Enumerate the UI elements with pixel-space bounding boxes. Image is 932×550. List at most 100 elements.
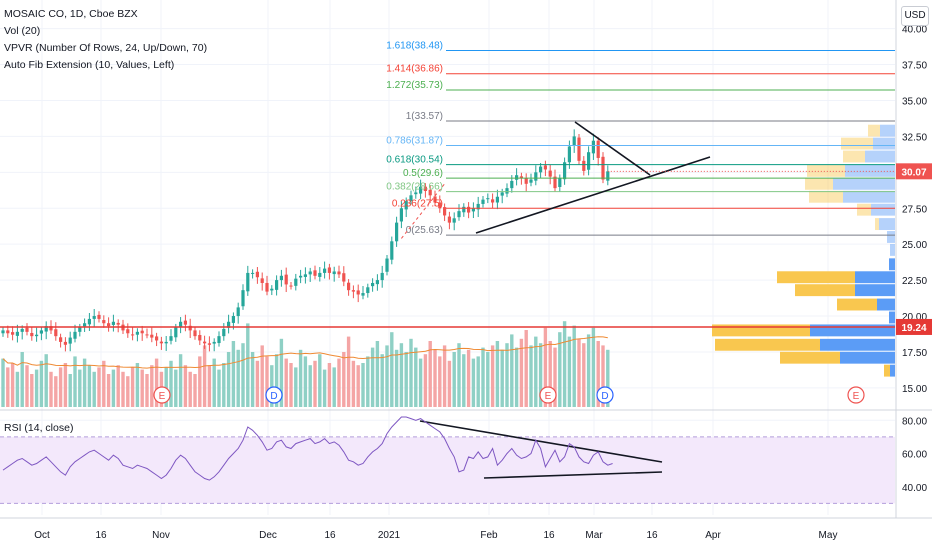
candle (505, 183, 508, 197)
volume-bar (573, 326, 576, 407)
volume-bar (1, 359, 4, 407)
candle (376, 274, 379, 291)
candle-body (237, 307, 240, 316)
volume-bar (69, 374, 72, 407)
volume-bar (366, 356, 369, 407)
candle (520, 173, 523, 185)
volume-bar (59, 367, 62, 407)
candle (184, 315, 187, 332)
volume-bar (198, 356, 201, 407)
volume-bar (97, 367, 100, 407)
vp-down-bar (868, 125, 880, 137)
candle-body (217, 336, 220, 343)
vp-down-bar (780, 352, 840, 364)
candle-body (64, 342, 67, 345)
candle (553, 170, 556, 192)
volume-bar (30, 374, 33, 407)
volume-bar (131, 367, 134, 407)
candle-body (1, 330, 4, 333)
volume-bar (184, 365, 187, 407)
candle (381, 266, 384, 288)
candle (270, 285, 273, 295)
volume-bar (189, 372, 192, 407)
vp-down-bar (841, 138, 873, 150)
candle (30, 327, 33, 341)
volume-bar (582, 343, 585, 407)
candle-body (443, 207, 446, 215)
vpvr-legend[interactable]: VPVR (Number Of Rows, 24, Up/Down, 70) (4, 42, 207, 54)
fib-level-label: 1(33.57) (406, 111, 443, 122)
dividend-marker: D (597, 387, 613, 403)
rsi-legend[interactable]: RSI (14, close) (4, 422, 73, 434)
candle-body (371, 283, 374, 286)
price-tag: 19.24 (896, 319, 932, 335)
symbol-legend[interactable]: MOSAIC CO, 1D, Cboe BZX (4, 8, 138, 20)
candle-body (505, 188, 508, 193)
candle (25, 323, 28, 335)
volume-bar (333, 367, 336, 407)
candle-body (241, 290, 244, 306)
candle-body (577, 138, 580, 161)
event-label: E (853, 391, 860, 402)
candle (323, 262, 326, 279)
event-label: E (159, 391, 166, 402)
price-tag-label: 30.07 (901, 167, 926, 178)
candle (102, 315, 105, 328)
vp-down-bar (715, 339, 820, 351)
fib-level-label: 0.5(29.6) (403, 168, 443, 179)
candle (97, 311, 100, 322)
candle (558, 174, 561, 191)
candle (227, 315, 230, 334)
vp-up-bar (873, 138, 895, 150)
candle (592, 134, 595, 160)
candle-body (529, 180, 532, 183)
volume-bar (136, 363, 139, 407)
volume-bar (462, 354, 465, 407)
rsi-axis-tick: 80.00 (902, 416, 927, 427)
candle (539, 163, 542, 178)
volume-bar (232, 341, 235, 407)
currency-button[interactable]: USD (901, 6, 929, 26)
candle (448, 212, 451, 229)
vp-up-bar (840, 352, 895, 364)
candle-body (491, 199, 494, 202)
time-axis-tick: 16 (95, 530, 107, 541)
volume-bar (49, 372, 52, 407)
volume-bar (40, 361, 43, 407)
fib-legend[interactable]: Auto Fib Extension (10, Values, Left) (4, 59, 174, 71)
price-tag: 30.07 (896, 163, 932, 179)
vol-legend[interactable]: Vol (20) (4, 25, 40, 37)
candle (35, 328, 38, 342)
candle (328, 264, 331, 280)
candle-body (544, 165, 547, 169)
volume-bar (93, 372, 96, 407)
time-axis-tick: Mar (585, 530, 603, 541)
candle (107, 317, 110, 331)
candle-body (323, 269, 326, 273)
candle (462, 203, 465, 217)
candle (299, 270, 302, 283)
volume-bar (78, 370, 81, 407)
rsi-band (0, 437, 895, 503)
candle (573, 129, 576, 153)
candle (361, 286, 364, 299)
price-axis-tick: 15.00 (902, 384, 927, 395)
vp-down-bar (777, 271, 855, 283)
candle-body (318, 273, 321, 277)
volume-bar (529, 345, 532, 407)
volume-bar (117, 365, 120, 407)
candle (150, 328, 153, 343)
candle-body (525, 178, 528, 184)
candle (136, 328, 139, 341)
candle-body (198, 335, 201, 340)
vp-down-bar (857, 204, 871, 216)
candle-body (93, 316, 96, 319)
vp-down-bar (795, 284, 855, 296)
candle (131, 327, 134, 340)
event-label: E (545, 391, 552, 402)
candle-body (539, 167, 542, 173)
candle (342, 266, 345, 286)
vp-up-bar (890, 244, 895, 256)
candle-body (299, 276, 302, 278)
